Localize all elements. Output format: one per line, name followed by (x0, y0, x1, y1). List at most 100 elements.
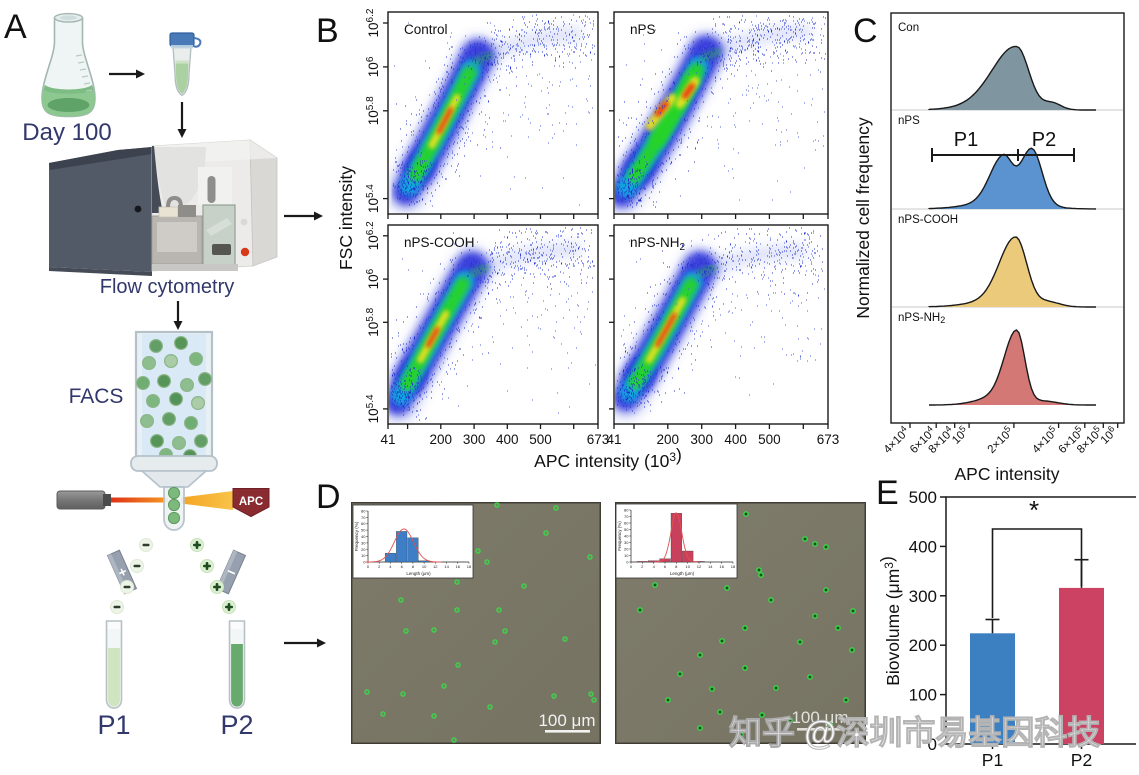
svg-text:80: 80 (361, 509, 366, 514)
svg-text:106: 106 (1097, 424, 1120, 447)
svg-text:14: 14 (444, 564, 449, 569)
svg-text:500: 500 (529, 432, 552, 447)
svg-text:nPS: nPS (898, 115, 920, 127)
svg-text:12: 12 (433, 564, 438, 569)
svg-text:P2: P2 (1071, 750, 1092, 770)
svg-text:300: 300 (690, 432, 713, 447)
svg-text:6: 6 (664, 564, 667, 569)
svg-text:4: 4 (389, 564, 392, 569)
svg-text:12: 12 (697, 564, 702, 569)
svg-text:A: A (4, 8, 27, 46)
svg-text:500: 500 (909, 488, 937, 507)
svg-text:10: 10 (624, 553, 629, 558)
svg-text:Length (μm): Length (μm) (406, 571, 431, 576)
svg-text:30: 30 (624, 540, 629, 545)
svg-text:106.2: 106.2 (365, 221, 381, 250)
svg-text:105: 105 (948, 424, 971, 447)
svg-text:P1: P1 (97, 710, 130, 740)
svg-text:10: 10 (361, 553, 366, 558)
svg-text:500: 500 (758, 432, 781, 447)
svg-text:nPS-NH2: nPS-NH2 (898, 312, 945, 325)
svg-text:E: E (876, 474, 899, 512)
svg-text:FSC intensity: FSC intensity (336, 166, 356, 270)
svg-text:30: 30 (361, 540, 366, 545)
svg-text:20: 20 (361, 547, 366, 552)
svg-text:Normalized cell frequency: Normalized cell frequency (853, 117, 873, 319)
svg-text:14: 14 (708, 564, 713, 569)
svg-text:2: 2 (641, 564, 644, 569)
svg-text:100 μm: 100 μm (791, 708, 848, 727)
svg-text:4×105: 4×105 (1028, 424, 1060, 456)
svg-text:Con: Con (898, 22, 919, 34)
svg-text:P2: P2 (220, 710, 253, 740)
svg-text:nPS-NH2: nPS-NH2 (630, 235, 686, 253)
svg-text:400: 400 (724, 432, 747, 447)
svg-text:70: 70 (361, 515, 366, 520)
svg-text:41: 41 (606, 432, 621, 447)
svg-text:10: 10 (685, 564, 690, 569)
svg-text:Frequency (%): Frequency (%) (354, 521, 359, 551)
svg-text:FACS: FACS (69, 385, 124, 408)
svg-text:P1: P1 (954, 129, 978, 151)
svg-text:Length (μm): Length (μm) (670, 571, 695, 576)
svg-text:0: 0 (363, 560, 366, 565)
svg-text:105.8: 105.8 (365, 96, 381, 125)
svg-text:Flow cytometry: Flow cytometry (100, 276, 234, 298)
svg-text:400: 400 (909, 537, 937, 556)
svg-text:106: 106 (365, 268, 381, 289)
svg-text:50: 50 (624, 527, 629, 532)
svg-text:400: 400 (496, 432, 519, 447)
svg-text:4×104: 4×104 (880, 424, 912, 456)
svg-text:6: 6 (401, 564, 404, 569)
svg-text:40: 40 (624, 534, 629, 539)
svg-text:20: 20 (624, 547, 629, 552)
svg-text:0: 0 (928, 735, 937, 754)
svg-text:8: 8 (412, 564, 415, 569)
svg-text:Frequency (%): Frequency (%) (617, 521, 622, 551)
svg-text:16: 16 (456, 564, 461, 569)
svg-text:106.2: 106.2 (365, 8, 381, 37)
svg-text:80: 80 (624, 508, 629, 513)
svg-text:2×105: 2×105 (984, 424, 1016, 456)
svg-text:200: 200 (909, 636, 937, 655)
svg-text:300: 300 (463, 432, 486, 447)
svg-text:673: 673 (817, 432, 840, 447)
svg-text:nPS: nPS (630, 22, 656, 37)
svg-text:APC: APC (239, 496, 263, 508)
svg-text:60: 60 (361, 521, 366, 526)
svg-text:16: 16 (719, 564, 724, 569)
svg-text:4: 4 (653, 564, 656, 569)
svg-text:10: 10 (422, 564, 427, 569)
svg-text:100 μm: 100 μm (538, 711, 595, 730)
svg-text:Control: Control (404, 22, 448, 37)
svg-text:2: 2 (378, 564, 381, 569)
svg-text:60: 60 (624, 521, 629, 526)
svg-text:B: B (316, 12, 339, 50)
svg-text:D: D (316, 478, 341, 516)
svg-text:APC intensity: APC intensity (954, 464, 1059, 484)
svg-text:*: * (1029, 495, 1039, 525)
svg-text:673: 673 (587, 432, 610, 447)
svg-text:APC intensity (103): APC intensity (103) (534, 445, 682, 471)
svg-text:P2: P2 (1032, 129, 1056, 151)
svg-text:105.4: 105.4 (365, 184, 381, 213)
svg-text:200: 200 (430, 432, 453, 447)
svg-text:41: 41 (380, 432, 395, 447)
svg-text:8: 8 (675, 564, 678, 569)
svg-text:70: 70 (624, 514, 629, 519)
svg-text:P1: P1 (982, 750, 1003, 770)
svg-text:nPS-COOH: nPS-COOH (404, 235, 475, 250)
svg-text:0: 0 (367, 564, 370, 569)
svg-text:100: 100 (909, 686, 937, 705)
svg-text:105.8: 105.8 (365, 307, 381, 336)
svg-text:18: 18 (731, 564, 736, 569)
svg-text:Biovolume (μm3): Biovolume (μm3) (877, 556, 903, 686)
svg-text:C: C (853, 12, 878, 50)
svg-text:0: 0 (626, 560, 629, 565)
svg-text:0: 0 (630, 564, 633, 569)
svg-text:200: 200 (657, 432, 680, 447)
svg-text:nPS-COOH: nPS-COOH (898, 214, 958, 226)
svg-text:105.4: 105.4 (365, 394, 381, 423)
svg-text:300: 300 (909, 587, 937, 606)
svg-text:106: 106 (365, 56, 381, 77)
